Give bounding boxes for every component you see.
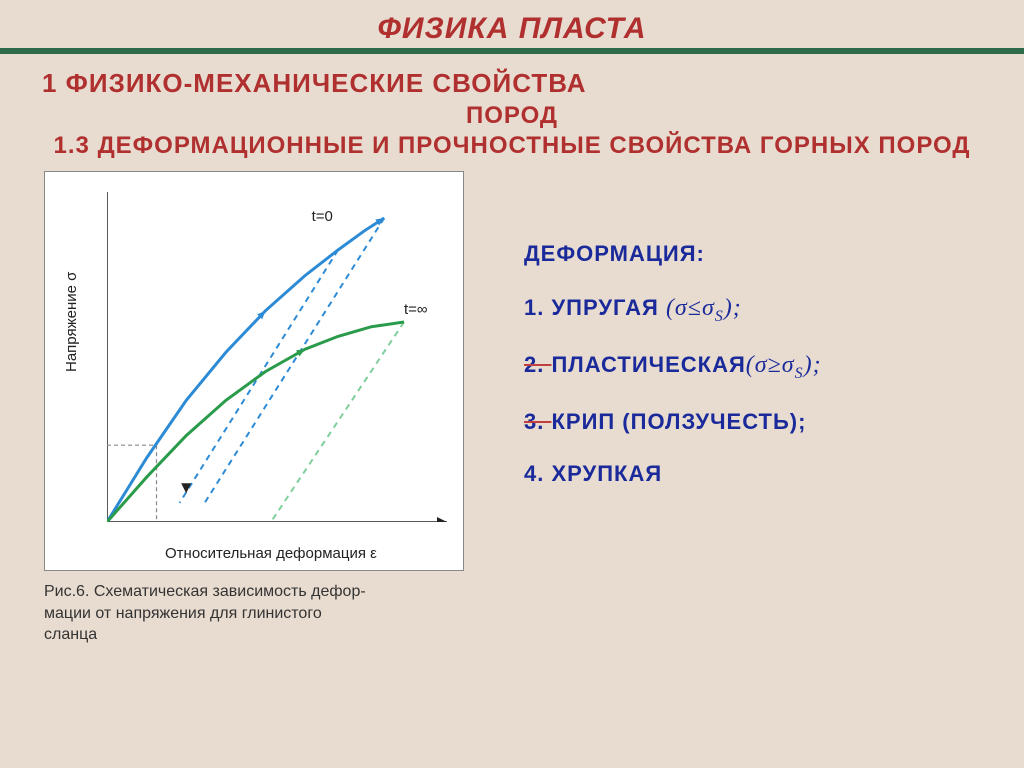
main-title: ФИЗИКА ПЛАСТА bbox=[0, 0, 1024, 46]
item-number: 4. bbox=[524, 461, 551, 486]
content-row: Напряжение σ Относительная деформация ε … bbox=[0, 171, 1024, 646]
figure-caption: Рис.6. Схематическая зависимость дефор-м… bbox=[44, 581, 484, 646]
item-label: КРИП (ПОЛЗУЧЕСТЬ); bbox=[551, 409, 806, 434]
y-axis-label: Напряжение σ bbox=[63, 272, 80, 372]
definitions-list: 1. УПРУГАЯ (σ≤σS); 2. ПЛАСТИЧЕСКАЯ(σ≥σS);… bbox=[524, 295, 822, 487]
item-formula: (σ≥σS); bbox=[746, 352, 822, 378]
item-number: 3. bbox=[524, 409, 551, 434]
definition-item: 2. ПЛАСТИЧЕСКАЯ(σ≥σS); bbox=[524, 352, 822, 383]
item-label: УПРУГАЯ bbox=[551, 295, 665, 320]
item-number: 1. bbox=[524, 295, 551, 320]
section-title: 1 ФИЗИКО-МЕХАНИЧЕСКИЕ СВОЙСТВА bbox=[42, 68, 1024, 99]
subsection-text: 1.3 ДЕФОРМАЦИОННЫЕ И ПРОЧНОСТНЫЕ СВОЙСТВ… bbox=[54, 131, 971, 161]
svg-text:t=0: t=0 bbox=[312, 208, 333, 225]
definition-item: 3. КРИП (ПОЛЗУЧЕСТЬ); bbox=[524, 409, 822, 435]
chart-svg: σst=0t=∞ bbox=[107, 192, 447, 522]
definition-item: 1. УПРУГАЯ (σ≤σS); bbox=[524, 295, 822, 326]
plot-area: σst=0t=∞ bbox=[107, 192, 447, 522]
header-bar bbox=[0, 48, 1024, 54]
item-number: 2. bbox=[524, 352, 551, 377]
section-subtitle: ПОРОД 1.3 ДЕФОРМАЦИОННЫЕ И ПРОЧНОСТНЫЕ С… bbox=[0, 101, 1024, 161]
definition-item: 4. ХРУПКАЯ bbox=[524, 461, 822, 487]
x-axis-label: Относительная деформация ε bbox=[165, 545, 377, 562]
svg-text:t=∞: t=∞ bbox=[404, 301, 428, 318]
item-label: ПЛАСТИЧЕСКАЯ bbox=[551, 352, 745, 377]
chart-box: Напряжение σ Относительная деформация ε … bbox=[44, 171, 464, 571]
item-label: ХРУПКАЯ bbox=[551, 461, 662, 486]
chart-column: Напряжение σ Относительная деформация ε … bbox=[44, 171, 484, 646]
definitions-column: ДЕФОРМАЦИЯ: 1. УПРУГАЯ (σ≤σS); 2. ПЛАСТИЧ… bbox=[524, 241, 822, 646]
section-word: ПОРОД bbox=[466, 102, 558, 129]
item-formula: (σ≤σS); bbox=[666, 295, 742, 321]
definitions-heading: ДЕФОРМАЦИЯ: bbox=[524, 241, 822, 267]
